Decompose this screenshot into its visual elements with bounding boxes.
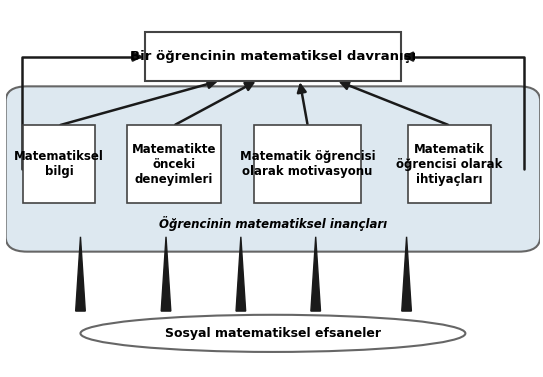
FancyBboxPatch shape [23,126,95,203]
FancyBboxPatch shape [127,126,221,203]
Text: Matematik
öğrencisi olarak
ihtiyaçları: Matematik öğrencisi olarak ihtiyaçları [396,143,502,186]
Ellipse shape [80,315,465,352]
Text: Matematikte
önceki
deneyimleri: Matematikte önceki deneyimleri [132,143,216,186]
Polygon shape [75,237,85,311]
Text: Sosyal matematiksel efsaneler: Sosyal matematiksel efsaneler [165,327,381,340]
Polygon shape [311,237,320,311]
FancyBboxPatch shape [144,32,401,81]
Polygon shape [236,237,245,311]
Text: Matematiksel
bilgi: Matematiksel bilgi [14,150,104,178]
FancyBboxPatch shape [5,86,540,251]
Polygon shape [402,237,412,311]
Polygon shape [161,237,171,311]
Text: Bir öğrencinin matematiksel davranışı: Bir öğrencinin matematiksel davranışı [130,50,416,63]
Text: Öğrencinin matematiksel inançları: Öğrencinin matematiksel inançları [159,216,387,231]
FancyBboxPatch shape [408,126,491,203]
Text: Matematik öğrencisi
olarak motivasyonu: Matematik öğrencisi olarak motivasyonu [240,150,376,178]
FancyBboxPatch shape [254,126,361,203]
